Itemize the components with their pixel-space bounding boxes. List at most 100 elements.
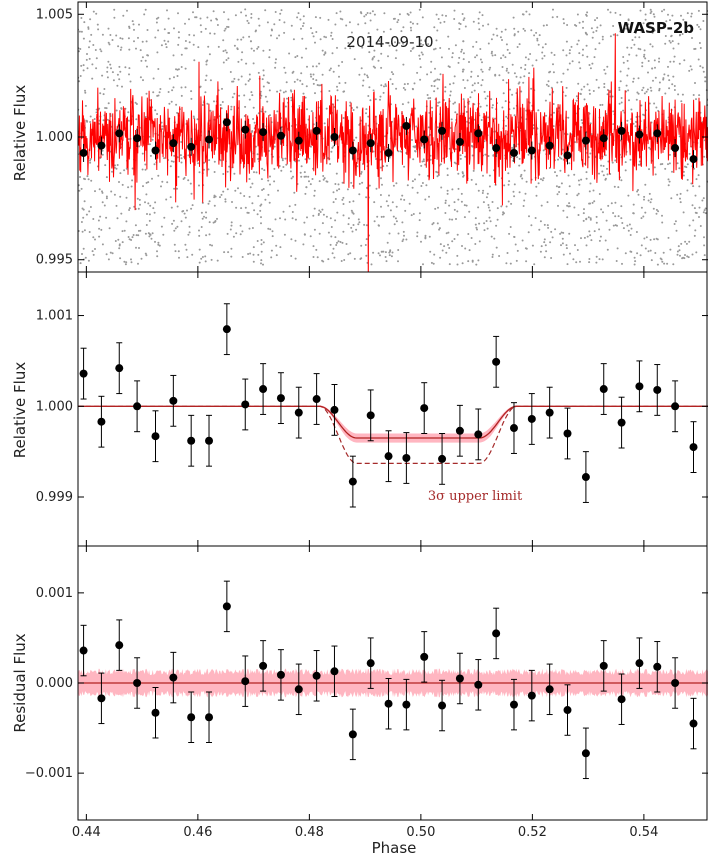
raw-point <box>367 115 370 118</box>
binned-flux-point <box>151 432 160 441</box>
raw-point <box>125 196 128 199</box>
raw-point <box>358 193 361 196</box>
raw-point <box>387 42 390 45</box>
raw-point <box>89 121 92 123</box>
raw-point <box>276 90 279 93</box>
raw-point <box>444 199 447 202</box>
raw-point <box>648 192 651 195</box>
raw-point <box>430 261 433 264</box>
raw-point <box>84 178 86 181</box>
raw-point <box>640 217 643 220</box>
residual-point <box>671 679 680 687</box>
raw-point <box>463 216 466 219</box>
raw-point <box>88 210 91 213</box>
raw-point <box>271 29 273 32</box>
raw-point <box>220 193 223 196</box>
raw-point <box>457 61 460 64</box>
raw-point <box>109 63 112 66</box>
binned-point <box>294 136 303 145</box>
raw-point <box>80 30 83 33</box>
raw-point <box>128 73 130 76</box>
raw-point <box>621 262 623 265</box>
raw-point <box>244 105 247 108</box>
raw-point <box>210 19 213 22</box>
raw-point <box>207 45 210 48</box>
raw-point <box>221 101 224 103</box>
raw-point <box>643 92 646 95</box>
raw-point <box>200 226 203 228</box>
raw-point <box>474 223 477 226</box>
raw-point <box>585 13 588 16</box>
raw-point <box>163 157 166 160</box>
raw-point <box>509 262 512 265</box>
raw-point <box>248 227 251 230</box>
raw-point <box>484 153 487 156</box>
binned-flux-point <box>689 443 698 452</box>
raw-point <box>290 177 293 180</box>
raw-point <box>701 199 704 202</box>
binned-point <box>492 144 501 153</box>
raw-point <box>90 179 93 182</box>
raw-point <box>401 103 404 106</box>
raw-point <box>542 24 545 27</box>
raw-point <box>646 88 649 91</box>
raw-point <box>89 161 92 164</box>
raw-point <box>556 15 559 18</box>
raw-point <box>546 201 549 204</box>
raw-panel-plot-area <box>78 8 708 272</box>
raw-point <box>87 26 90 29</box>
raw-point <box>95 12 98 15</box>
raw-point <box>92 44 95 46</box>
raw-point <box>198 184 200 187</box>
raw-point <box>668 79 671 82</box>
raw-point <box>629 158 632 161</box>
raw-point <box>167 40 170 43</box>
raw-point <box>634 125 637 128</box>
raw-point <box>392 184 395 187</box>
raw-point <box>334 198 337 200</box>
raw-point <box>342 214 345 217</box>
raw-point <box>419 66 422 69</box>
raw-point <box>460 50 463 53</box>
raw-point <box>177 250 180 253</box>
raw-point <box>256 213 259 216</box>
raw-point <box>347 223 350 226</box>
raw-point <box>437 206 439 209</box>
raw-point <box>222 39 225 42</box>
raw-point <box>426 94 429 96</box>
raw-point <box>477 17 480 20</box>
residual-point <box>330 667 339 676</box>
raw-point <box>187 179 190 182</box>
raw-point <box>328 69 331 72</box>
raw-point <box>562 253 565 256</box>
y-tick-label: 1.001 <box>36 309 73 324</box>
raw-point <box>103 204 106 207</box>
residual-point <box>563 706 572 715</box>
raw-point <box>583 98 586 101</box>
binned-flux-point <box>438 454 447 463</box>
raw-point <box>468 249 471 252</box>
raw-point <box>582 20 584 23</box>
raw-point <box>198 171 201 174</box>
raw-point <box>662 78 665 81</box>
raw-point <box>204 79 207 82</box>
raw-point <box>94 49 97 51</box>
raw-point <box>322 213 325 216</box>
raw-point <box>702 197 705 200</box>
raw-point <box>477 22 480 25</box>
raw-point <box>341 18 344 21</box>
raw-point <box>671 14 674 17</box>
raw-point <box>482 201 485 204</box>
raw-point <box>305 85 308 88</box>
raw-point <box>184 67 187 70</box>
raw-point <box>673 89 676 91</box>
raw-point <box>470 237 473 239</box>
raw-point <box>695 251 698 254</box>
raw-point <box>422 160 425 163</box>
raw-panel-y-axis-label: Relative Flux <box>11 85 29 182</box>
raw-point <box>557 158 559 161</box>
raw-point <box>462 19 465 21</box>
raw-point <box>280 9 283 12</box>
raw-point <box>444 202 447 204</box>
